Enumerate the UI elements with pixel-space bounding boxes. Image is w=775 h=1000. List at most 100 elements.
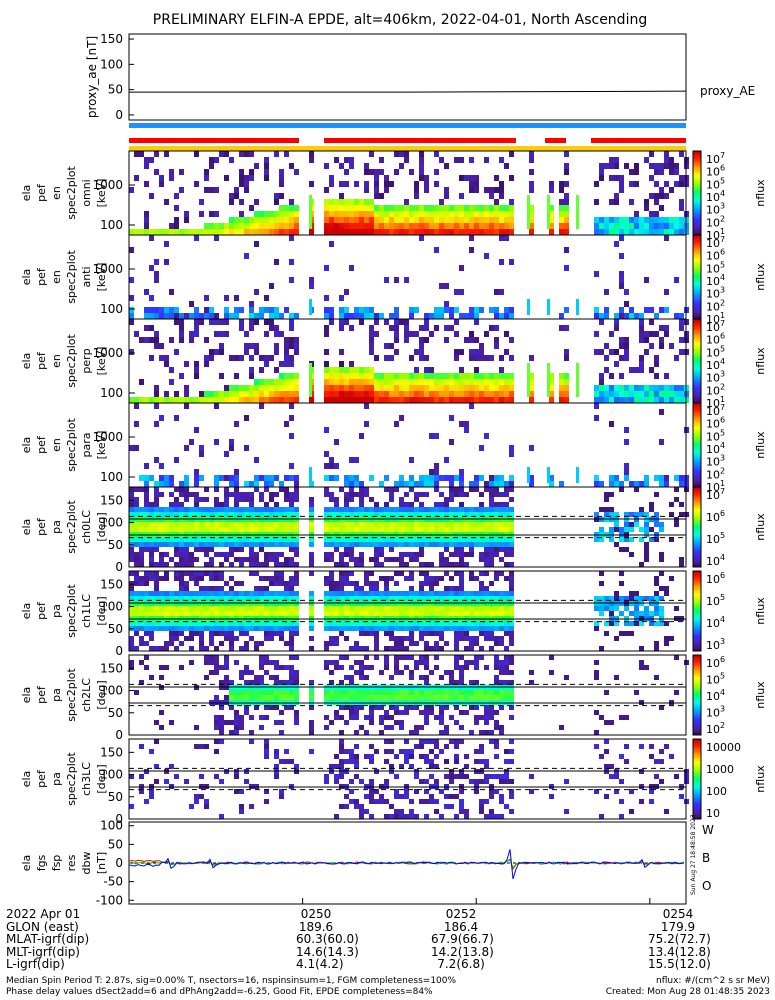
pitch-angle-cell bbox=[359, 586, 364, 591]
pitch-angle-cell bbox=[649, 527, 654, 532]
pitch-angle-cell bbox=[219, 641, 224, 646]
pitch-angle-cell bbox=[309, 720, 314, 725]
pitch-angle-cell bbox=[334, 764, 339, 769]
spectrogram-cell bbox=[389, 325, 394, 331]
pitch-angle-cell bbox=[204, 537, 209, 542]
pitch-angle-cell bbox=[209, 542, 214, 547]
y-axis-label: spec2plot bbox=[65, 668, 78, 722]
y-axis-label: [deg] bbox=[95, 596, 108, 625]
pitch-angle-cell bbox=[219, 814, 224, 819]
spectrogram-cell bbox=[479, 343, 484, 349]
pitch-angle-cell bbox=[189, 596, 194, 601]
spectrogram-cell bbox=[229, 193, 234, 199]
colorbar-cell bbox=[693, 219, 701, 221]
colorbar-cell bbox=[693, 249, 701, 251]
spectrogram-cell bbox=[674, 397, 679, 403]
colorbar-cell bbox=[693, 573, 701, 575]
spectrogram-cell bbox=[599, 217, 604, 223]
pitch-angle-cell bbox=[364, 542, 369, 547]
pitch-angle-cell bbox=[259, 497, 264, 502]
spectrogram-cell bbox=[289, 229, 294, 235]
pitch-angle-cell bbox=[649, 537, 654, 542]
colorbar-cell bbox=[693, 165, 701, 167]
pitch-angle-cell bbox=[254, 571, 259, 576]
spectrogram-cell bbox=[664, 325, 669, 331]
pitch-angle-cell bbox=[289, 621, 294, 626]
spectrogram-cell bbox=[344, 229, 349, 235]
spectrogram-cell bbox=[364, 169, 369, 175]
pitch-angle-cell bbox=[439, 789, 444, 794]
pitch-angle-cell bbox=[464, 636, 469, 641]
pitch-angle-cell bbox=[164, 512, 169, 517]
pitch-angle-cell bbox=[454, 720, 459, 725]
pitch-angle-cell bbox=[439, 720, 444, 725]
pitch-angle-cell bbox=[234, 606, 239, 611]
pitch-angle-cell bbox=[354, 754, 359, 759]
spectrogram-cell bbox=[264, 319, 269, 325]
spectrogram-cell bbox=[434, 391, 439, 397]
spectrogram-cell bbox=[614, 229, 619, 235]
spectrogram-cell bbox=[619, 343, 624, 349]
colorbar-cell bbox=[693, 427, 701, 429]
pitch-angle-cell bbox=[349, 789, 354, 794]
pitch-angle-cell bbox=[274, 527, 279, 532]
spectrogram-cell bbox=[619, 355, 624, 361]
pitch-angle-cell bbox=[274, 591, 279, 596]
pitch-angle-cell bbox=[219, 591, 224, 596]
pitch-angle-cell bbox=[379, 596, 384, 601]
pitch-angle-cell bbox=[339, 522, 344, 527]
spectrogram-cell bbox=[379, 157, 384, 163]
pitch-angle-cell bbox=[289, 507, 294, 512]
pitch-angle-cell bbox=[349, 626, 354, 631]
pitch-angle-cell bbox=[449, 512, 454, 517]
pitch-angle-cell bbox=[324, 725, 329, 730]
pitch-angle-cell bbox=[244, 591, 249, 596]
pitch-angle-cell bbox=[154, 497, 159, 502]
pitch-angle-cell bbox=[339, 739, 344, 744]
spectrogram-cell bbox=[389, 397, 394, 403]
spectrogram-cell bbox=[239, 391, 244, 397]
pitch-angle-cell bbox=[229, 576, 234, 581]
pitch-angle-cell bbox=[159, 646, 164, 651]
pitch-angle-cell bbox=[654, 522, 659, 527]
spectrogram-cell bbox=[164, 313, 169, 319]
pitch-angle-cell bbox=[439, 636, 444, 641]
pitch-angle-cell bbox=[509, 695, 514, 700]
spectrogram-cell bbox=[324, 349, 329, 355]
spectrogram-cell bbox=[329, 229, 334, 235]
pitch-angle-cell bbox=[139, 576, 144, 581]
spectrogram-cell bbox=[549, 211, 554, 217]
pitch-angle-cell bbox=[434, 655, 439, 660]
spectrogram-cell bbox=[389, 385, 394, 391]
colorbar-cell bbox=[693, 409, 701, 411]
spectrogram-cell bbox=[654, 163, 659, 169]
spectrogram-cell bbox=[344, 307, 349, 313]
pitch-angle-cell bbox=[199, 611, 204, 616]
spectrogram-cell bbox=[144, 463, 149, 469]
pitch-angle-cell bbox=[444, 527, 449, 532]
pitch-angle-cell bbox=[369, 591, 374, 596]
pitch-angle-cell bbox=[499, 665, 504, 670]
pitch-angle-cell bbox=[509, 562, 514, 567]
spectrogram-cell bbox=[274, 229, 279, 235]
colorbar-cell bbox=[693, 241, 701, 243]
pitch-angle-cell bbox=[489, 497, 494, 502]
pitch-angle-cell bbox=[354, 759, 359, 764]
spectrogram-cell bbox=[549, 397, 554, 403]
colorbar-cell bbox=[693, 543, 701, 545]
spectrogram-cell bbox=[414, 367, 419, 373]
pitch-angle-cell bbox=[444, 537, 449, 542]
pitch-angle-cell bbox=[244, 680, 249, 685]
colorbar-cell bbox=[693, 659, 701, 661]
pitch-angle-cell bbox=[449, 794, 454, 799]
pitch-angle-cell bbox=[484, 730, 489, 735]
pitch-angle-cell bbox=[179, 542, 184, 547]
pitch-angle-cell bbox=[234, 730, 239, 735]
pitch-angle-cell bbox=[179, 512, 184, 517]
pitch-angle-cell bbox=[489, 547, 494, 552]
spectrogram-cell bbox=[404, 199, 409, 205]
pitch-angle-cell bbox=[409, 799, 414, 804]
pitch-angle-cell bbox=[249, 626, 254, 631]
spectrogram-cell bbox=[234, 385, 239, 391]
spectrogram-cell bbox=[549, 373, 554, 379]
